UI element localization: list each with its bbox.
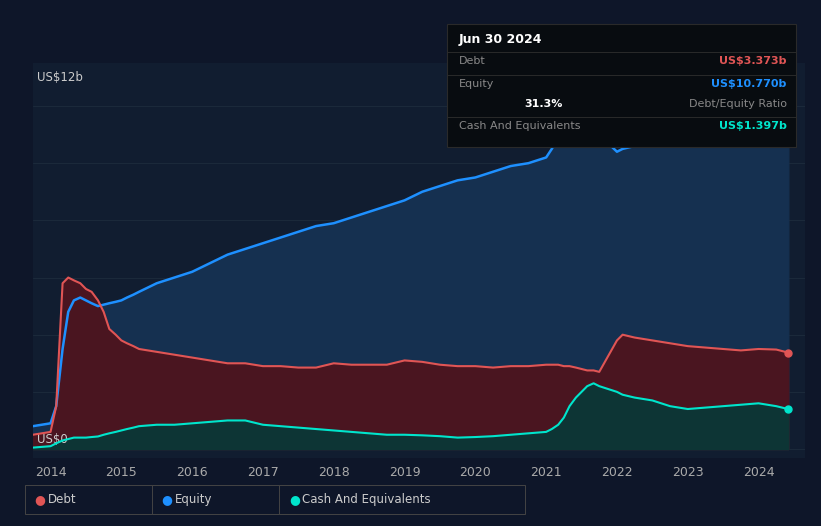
Text: US$3.373b: US$3.373b [719,56,787,66]
Text: US$10.770b: US$10.770b [711,79,787,89]
Text: Debt: Debt [459,56,486,66]
Text: Debt: Debt [48,493,76,506]
Text: US$1.397b: US$1.397b [718,122,787,132]
Text: Cash And Equivalents: Cash And Equivalents [459,122,580,132]
Text: ●: ● [34,493,45,506]
Text: Cash And Equivalents: Cash And Equivalents [302,493,431,506]
Text: ●: ● [289,493,300,506]
Text: 31.3%: 31.3% [525,99,563,109]
Text: ●: ● [162,493,172,506]
Text: Equity: Equity [175,493,213,506]
Text: Equity: Equity [459,79,494,89]
Text: US$0: US$0 [37,433,67,446]
Text: Debt/Equity Ratio: Debt/Equity Ratio [689,99,787,109]
Text: US$12b: US$12b [37,71,83,84]
Text: Jun 30 2024: Jun 30 2024 [459,33,543,46]
